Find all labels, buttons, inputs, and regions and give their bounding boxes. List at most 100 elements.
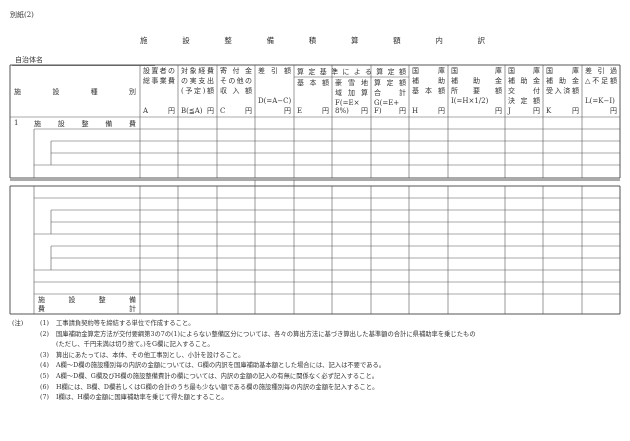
header-line: I(=H×1/2) [451, 97, 489, 105]
note-item: (6) H欄には、B欄、D欄若しくはG欄の合計のうち最も少ない額である欄の施設種別… [40, 383, 378, 394]
header-line: 所 要 額 [451, 87, 502, 95]
page-title: 施設整備積算額内訳 [140, 35, 485, 46]
note-text: 工事請負契約等を締結する単位で作成すること。 [56, 320, 195, 327]
note-item: (4) A欄～D欄の施設種別毎の内訳の金額については、G欄の内訳を国庫補助基本額と… [40, 361, 385, 372]
note-item: (ただし、千円未満は切り捨て。)をG欄に記入すること。 [40, 340, 214, 351]
header-unit: 円 [168, 107, 175, 115]
note-text: (ただし、千円未満は切り捨て。)をG欄に記入すること。 [56, 341, 214, 349]
header-line: 受入済額 [546, 87, 579, 95]
header-line: 差 引 額 [258, 67, 291, 75]
header-column-K: 国 庫補 助 金受入済額 K 円 [543, 66, 582, 117]
header-column-B: 対象経費 の実支出 (予定)額 B(≦A) 円 [178, 66, 217, 117]
note-number: (4) [40, 362, 49, 370]
header-line: 算 定 額 [374, 79, 406, 87]
total-label-char: 整 [98, 296, 106, 304]
header-unit: 円 [572, 107, 579, 115]
total-label-char: 備 [128, 296, 136, 304]
header-char: 種 [90, 88, 98, 96]
header-line: の実支出 [181, 77, 214, 85]
note-item: (3) 算出にあたっては、本体、その他工事別とし、小計を設けること。 [40, 351, 244, 362]
header-column-I: 国 庫補 助 金所 要 額 I(=H×1/2) 円 [448, 66, 505, 117]
note-number: (5) [40, 373, 49, 380]
header-line: その他の [220, 77, 252, 85]
header-column-D: 差 引 額 D(=A−C) 円 [255, 66, 294, 117]
header-line: 基 本 額 [297, 79, 329, 87]
header-unit: 円 [322, 107, 329, 115]
header-unit: A [143, 107, 149, 115]
header-unit: F) [374, 107, 382, 115]
header-group-label: 算定基準による算定額 [297, 68, 406, 76]
header-line [585, 86, 617, 96]
header-unit: E [297, 107, 303, 115]
row-total-label-2: 費計 [38, 304, 136, 314]
header-unit: 円 [245, 107, 252, 115]
header-line: 補 助 金 [546, 77, 579, 85]
header-column-E: 基 本 額 E 円 [294, 78, 332, 117]
note-number: (2) [40, 330, 49, 338]
header-column-F: 豪 雪 地域 加 算 F(=E× 8%) 円 [332, 78, 371, 117]
title-char: 整 [224, 36, 232, 45]
header-line: 収 入 額 [220, 87, 252, 95]
note-text: I欄は、H欄の金額に国庫補助率を乗じて得た額とすること。 [56, 394, 228, 402]
header-unit: 円 [438, 107, 445, 115]
header-unit: B(≦A) [181, 107, 203, 115]
title-char: 積 [308, 36, 317, 45]
header-line: 域 加 算 [335, 89, 368, 97]
row-label-char: 設 [57, 120, 65, 128]
header-line: △不足額 [585, 77, 617, 85]
header-line: 補 助 金 [451, 77, 502, 85]
total-label-char: 費 [38, 305, 45, 313]
header-line: L(=K−I) [585, 97, 615, 105]
header-column-L: 差 引 過 △不足額 L(=K−I) 円 [582, 66, 620, 117]
header-line: 合 計 [374, 89, 406, 97]
note-text: A欄～D欄の施設種別毎の内訳の金額については、G欄の内訳を国庫補助基本額とした場… [56, 362, 386, 370]
note-item: (5) A欄～D欄、G欄及びH欄の施設整備費計の欄については、内訳の金額の記入の有… [40, 372, 378, 383]
header-unit: 円 [533, 107, 540, 115]
header-line: 豪 雪 地 [335, 79, 368, 87]
row-facility-maintenance: 1 施 設 整 備 費 [14, 119, 136, 129]
header-unit: 円 [495, 107, 502, 115]
title-char: 施 [140, 36, 148, 45]
header-unit: 円 [610, 107, 617, 115]
header-column-H: 国 庫補 助基 本 額 H 円 [409, 66, 448, 117]
header-unit: K [546, 107, 552, 115]
header-line: 対象経費 [181, 67, 214, 75]
note-item: (1) 工事請負契約等を締結する単位で作成すること。 [40, 319, 195, 330]
note-text: 国庫補助金算定方法が交付要綱第3の7の(1)によらない整備区分については、各々の… [56, 330, 476, 338]
header-line: (予定)額 [181, 87, 214, 95]
note-text: 算出にあたっては、本体、その他工事別とし、小計を設けること。 [56, 351, 245, 359]
header-unit: 円 [361, 107, 368, 115]
header-char: 別 [128, 88, 136, 96]
header-unit: 円 [399, 107, 406, 115]
header-char: 設 [52, 88, 60, 96]
notes-prefix: (注) [12, 320, 24, 327]
header-line: 補 助 [412, 77, 445, 85]
total-label-char: 施 [38, 296, 45, 304]
note-item: (2) 国庫補助金算定方法が交付要綱第3の7の(1)によらない整備区分については、… [40, 330, 476, 341]
row-label-char: 費 [129, 120, 136, 128]
header-unit: J [508, 107, 511, 115]
header-column-A: 設置者の総事業費 A 円 [140, 66, 178, 117]
total-label-char: 設 [68, 296, 76, 304]
header-unit: C [220, 107, 226, 115]
header-line: 国 庫 [546, 67, 579, 75]
header-line: 国 庫 [451, 67, 502, 75]
header-line [258, 76, 291, 86]
header-line: 交 付 [508, 87, 540, 95]
header-line: 設置者の [143, 67, 175, 75]
title-char: 設 [182, 36, 190, 45]
header-column-G: 算 定 額合 計 G(=E+ F) 円 [371, 78, 409, 117]
note-item: (7) I欄は、H欄の金額に国庫補助率を乗じて得た額とすること。 [40, 393, 228, 404]
header-unit: 8%) [335, 107, 349, 115]
header-unit: 円 [284, 107, 291, 115]
title-char: 訳 [477, 36, 486, 45]
title-char: 備 [266, 36, 275, 45]
header-char: 施 [14, 88, 21, 96]
header-line: 基 本 額 [412, 87, 445, 95]
row-total-label: 施設整備 [38, 295, 136, 305]
header-line: 補 助 金 [508, 77, 540, 85]
row-label-char: 施 [34, 120, 41, 128]
header-line: 総事業費 [143, 77, 175, 85]
note-number: (6) [40, 383, 49, 391]
